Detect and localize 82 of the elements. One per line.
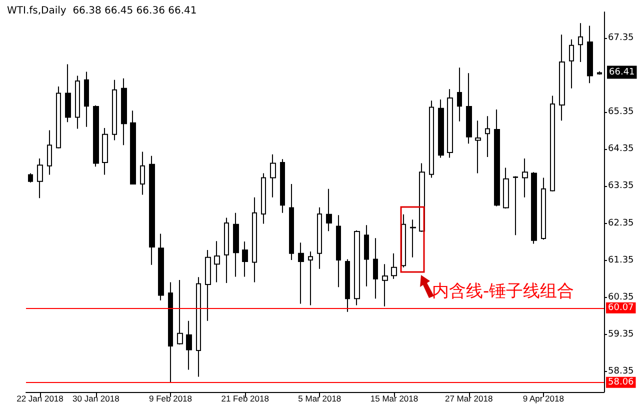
candlestick (56, 86, 61, 149)
candlestick (382, 264, 388, 307)
x-tick-label: 9 Feb 2018 (148, 394, 192, 404)
candlestick (410, 219, 416, 258)
candlestick (503, 167, 509, 209)
x-tick-label: 5 Mar 2018 (298, 394, 342, 404)
candlestick (37, 158, 43, 199)
ref-line-label: 58.06 (608, 377, 634, 388)
candlestick (457, 67, 462, 122)
y-tick-label: 62.35 (608, 218, 634, 228)
candlestick (494, 109, 500, 207)
annotation: 内含线-锤子线组合 (432, 282, 574, 302)
y-tick-label: 59.35 (608, 330, 634, 340)
candlestick (168, 282, 173, 383)
text: 66.41 (609, 67, 635, 78)
candlestick (186, 320, 192, 370)
candlestick (28, 172, 33, 184)
candlestick (47, 130, 52, 176)
candlestick (84, 71, 89, 128)
candlestick (93, 104, 99, 168)
x-tick-label: 30 Jan 2018 (72, 394, 120, 404)
candlestick (280, 158, 285, 214)
candlestick (102, 128, 108, 176)
candlestick (289, 184, 294, 261)
candlestick (298, 242, 304, 304)
candlestick (75, 75, 80, 130)
candlestick (345, 258, 350, 312)
candlestick (205, 250, 211, 322)
candlestick (597, 70, 602, 76)
y-tick-label: 67.35 (608, 32, 634, 43)
candlestick (569, 38, 574, 89)
x-tick-label: 27 Mar 2018 (444, 394, 493, 404)
candlestick (270, 154, 276, 198)
x-tick-label: 9 Apr 2018 (522, 394, 564, 404)
candlestick (354, 230, 360, 306)
candlestick (550, 95, 555, 192)
candlestick (112, 79, 117, 141)
candlestick (429, 100, 434, 178)
candlestick (261, 172, 266, 224)
y-tick-label: 64.35 (608, 144, 634, 154)
candlestick (130, 110, 136, 185)
candlestick (364, 224, 369, 287)
candlestick (373, 238, 378, 300)
candlestick (158, 233, 164, 301)
candlestick (196, 276, 201, 378)
candlestick (233, 212, 239, 278)
candlestick (121, 78, 127, 146)
y-tick-label: 60.35 (608, 292, 634, 302)
candlestick (214, 240, 220, 283)
candlestick (65, 64, 71, 123)
candlestick (242, 240, 248, 278)
candlestick (559, 34, 565, 122)
ref-line-label: 60.07 (608, 302, 634, 313)
candlestick (438, 98, 444, 158)
candlestick (224, 217, 229, 284)
candlestick (513, 176, 518, 236)
candlestick (149, 155, 155, 266)
x-tick-label: 22 Jan 2018 (16, 394, 64, 404)
candlestick (308, 250, 313, 306)
candlestick (177, 280, 183, 346)
candlestick (336, 214, 341, 288)
y-tick-label: 58.35 (608, 366, 634, 377)
candlestick (326, 188, 332, 232)
candlestick (252, 196, 257, 283)
y-tick-label: 61.35 (608, 255, 634, 266)
y-tick-label: 63.35 (608, 181, 634, 192)
candlestick (578, 22, 583, 63)
y-tick-label: 65.35 (608, 107, 634, 118)
x-tick-label: 15 Mar 2018 (370, 394, 418, 404)
candlestick (475, 120, 481, 174)
candlestick (140, 151, 145, 196)
chart-title: WTI.fs,Daily 66.38 66.45 66.36 66.41 (7, 6, 197, 16)
candlestick (447, 88, 453, 158)
candlestick (541, 177, 546, 240)
candlestick (531, 172, 537, 244)
candlestick (466, 72, 472, 144)
candlestick (485, 116, 490, 158)
candlestick (522, 158, 528, 198)
candlestick (317, 206, 322, 270)
candlestick (391, 252, 397, 280)
candlestick (587, 25, 593, 84)
x-tick-label: 21 Feb 2018 (221, 394, 270, 404)
